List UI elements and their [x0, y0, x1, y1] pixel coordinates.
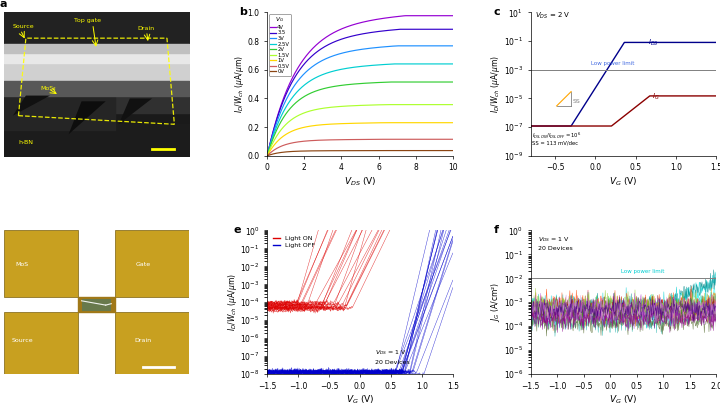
- X-axis label: $V_G$ (V): $V_G$ (V): [346, 393, 374, 406]
- Text: Low power limit: Low power limit: [591, 61, 634, 66]
- Bar: [4, 231, 78, 296]
- Text: $V_{DS}$ = 1 V: $V_{DS}$ = 1 V: [375, 348, 407, 357]
- Legend: 4V, 3.5, 3V, 2.5V, 2V, 1.5V, 1V, 0.5V, 0V: 4V, 3.5, 3V, 2.5V, 2V, 1.5V, 1V, 0.5V, 0…: [269, 14, 291, 76]
- Text: e: e: [234, 225, 241, 235]
- Text: SS: SS: [572, 99, 580, 104]
- Text: $I_{DS}$: $I_{DS}$: [648, 38, 659, 48]
- Text: h-BN: h-BN: [19, 141, 33, 145]
- Bar: [4, 312, 78, 374]
- Y-axis label: $J_G$ (A/cm²): $J_G$ (A/cm²): [490, 282, 503, 322]
- Text: SS = 113 mV/dec: SS = 113 mV/dec: [532, 141, 578, 145]
- Text: Top gate: Top gate: [74, 18, 101, 23]
- Polygon shape: [13, 96, 50, 115]
- Text: $I_G$: $I_G$: [652, 92, 660, 102]
- Text: Gate: Gate: [135, 262, 150, 268]
- Text: $V_{DS}$ = 2 V: $V_{DS}$ = 2 V: [535, 11, 570, 21]
- Text: c: c: [494, 7, 500, 16]
- Text: MoS: MoS: [16, 262, 29, 268]
- Text: $I_{DS,ON}/I_{DS,OFF} = 10^6$: $I_{DS,ON}/I_{DS,OFF} = 10^6$: [532, 131, 582, 140]
- Text: 20 Devices: 20 Devices: [538, 246, 573, 251]
- X-axis label: $V_G$ (V): $V_G$ (V): [609, 175, 638, 188]
- X-axis label: $V_{DS}$ (V): $V_{DS}$ (V): [343, 175, 377, 188]
- Text: f: f: [494, 225, 499, 235]
- Polygon shape: [119, 99, 152, 124]
- Text: a: a: [0, 0, 7, 9]
- Text: $V_{DS}$ = 1 V: $V_{DS}$ = 1 V: [538, 235, 570, 244]
- Bar: [81, 299, 112, 311]
- Text: b: b: [239, 7, 247, 16]
- Text: 20 Devices: 20 Devices: [375, 360, 410, 365]
- X-axis label: $V_G$ (V): $V_G$ (V): [609, 393, 638, 406]
- Polygon shape: [68, 102, 106, 134]
- Text: Drain: Drain: [138, 25, 154, 30]
- Text: Drain: Drain: [134, 338, 151, 344]
- Y-axis label: $I_D/W_{ch}$ ($\mu$A/$\mu$m): $I_D/W_{ch}$ ($\mu$A/$\mu$m): [233, 55, 246, 113]
- Text: Source: Source: [12, 338, 33, 344]
- Bar: [115, 231, 189, 296]
- Text: MoS₂: MoS₂: [41, 86, 56, 91]
- Text: Low power limit: Low power limit: [621, 269, 665, 274]
- Legend: Light ON, Light OFF: Light ON, Light OFF: [270, 233, 318, 251]
- Y-axis label: $I_D/W_{ch}$ ($\mu$A/$\mu$m): $I_D/W_{ch}$ ($\mu$A/$\mu$m): [490, 55, 503, 113]
- Text: Source: Source: [13, 24, 35, 29]
- Y-axis label: $I_D/W_{ch}$ ($\mu$A/$\mu$m): $I_D/W_{ch}$ ($\mu$A/$\mu$m): [226, 273, 239, 331]
- Bar: [115, 312, 189, 374]
